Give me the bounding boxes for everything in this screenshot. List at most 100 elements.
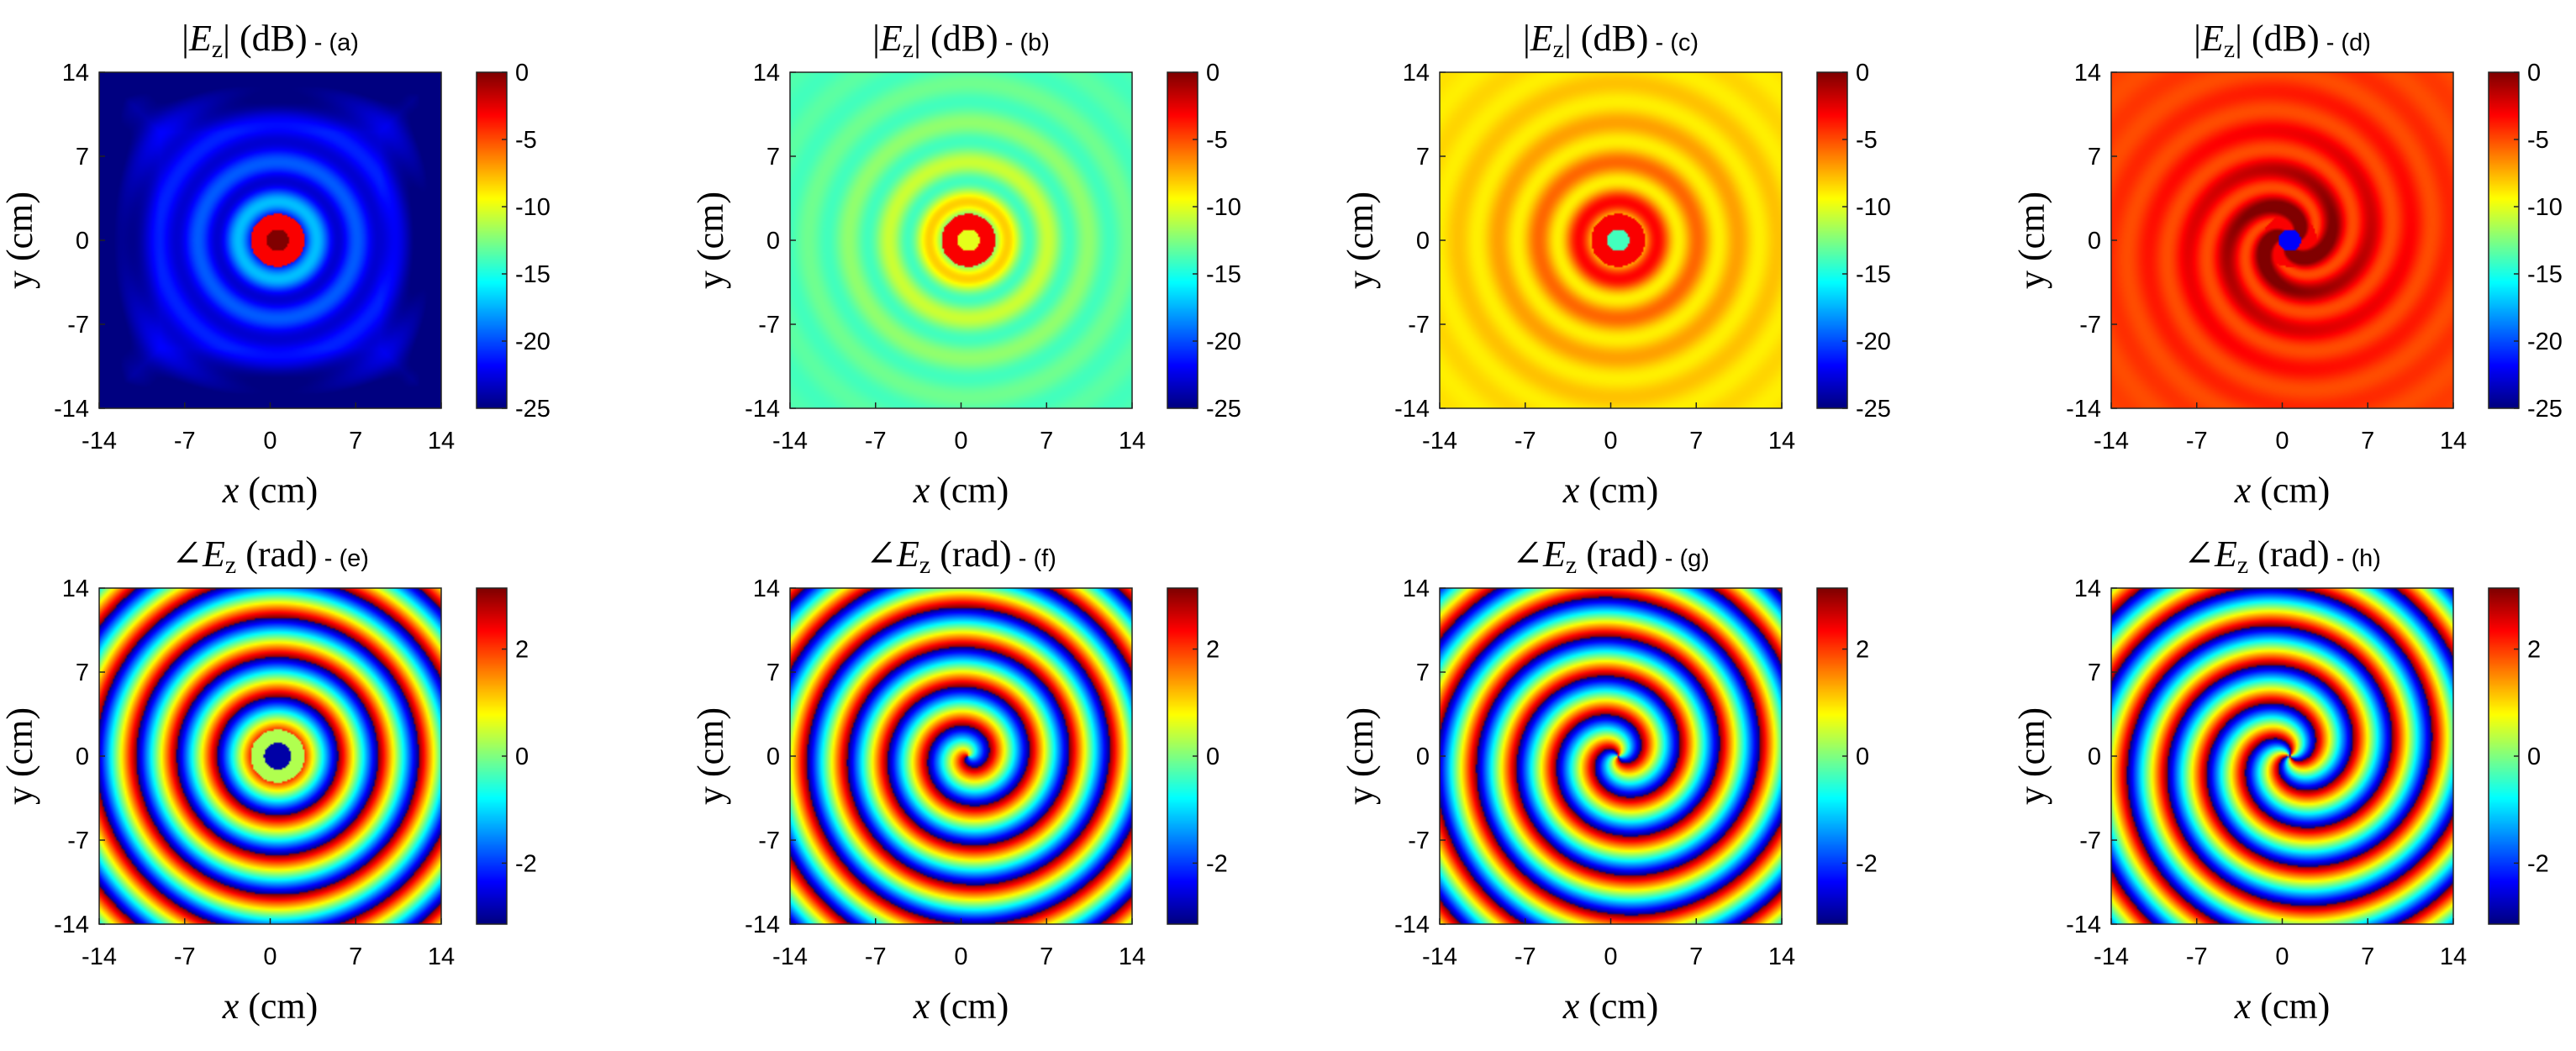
y-axis-label: y (cm): [0, 192, 40, 289]
x-tick-label: 7: [1040, 943, 1053, 970]
x-tick-label: 7: [349, 428, 362, 455]
y-tick-label: -14: [1394, 912, 1430, 938]
x-tick-label: -14: [1422, 943, 1457, 970]
panel-g: -14 -7 0 7 14 14 7 0 -7 -14 x (cm) y (cm) ∠Ez (rad) …: [1340, 533, 1878, 1027]
y-axis-label: y (cm): [690, 707, 731, 805]
y-tick-label: -14: [745, 396, 780, 423]
colorbar-tick-label: -10: [515, 194, 550, 221]
x-tick-label: 14: [1768, 428, 1795, 455]
x-tick-label: 14: [428, 943, 455, 970]
y-tick-label: 7: [1416, 144, 1430, 171]
y-tick-label: 0: [2088, 228, 2101, 255]
x-axis-label: x (cm): [222, 985, 319, 1027]
x-tick-label: 14: [1768, 943, 1795, 970]
colorbar-tick-label: 0: [2527, 744, 2541, 770]
colorbar-tick-label: -25: [1206, 396, 1241, 423]
x-axis-label: x (cm): [2234, 985, 2331, 1027]
heatmap-image: [1440, 588, 1782, 924]
y-tick-label: -14: [54, 396, 89, 423]
panel-title: ∠Ez (rad) - (e): [171, 533, 369, 579]
heatmap-image: [2111, 588, 2453, 924]
colorbar-tick-label: -15: [515, 261, 550, 288]
colorbar-frame: [2488, 71, 2520, 409]
colorbar-tick-label: -20: [2527, 328, 2563, 355]
y-axis-label: y (cm): [1340, 192, 1381, 289]
heatmap-image: [790, 72, 1132, 408]
colorbar-tick-label: -20: [515, 328, 550, 355]
y-tick-label: -14: [1394, 396, 1430, 423]
colorbar-tick-label: 0: [2527, 60, 2541, 87]
x-tick-label: -14: [82, 943, 117, 970]
x-tick-label: 0: [263, 943, 277, 970]
colorbar-tick-label: -2: [515, 850, 537, 877]
heatmap-image: [790, 588, 1132, 924]
colorbar-tick-label: -25: [515, 396, 550, 423]
x-tick-label: 0: [2275, 428, 2289, 455]
y-tick-label: 7: [76, 144, 89, 171]
x-tick-label: 7: [2361, 943, 2374, 970]
colorbar-frame: [1167, 71, 1198, 409]
x-tick-label: 0: [2275, 943, 2289, 970]
colorbar-tick-label: -2: [2527, 850, 2549, 877]
y-tick-label: 7: [76, 660, 89, 686]
x-axis-label: x (cm): [2234, 470, 2331, 511]
heatmap-image: [1440, 72, 1782, 408]
x-axis-label: x (cm): [913, 985, 1009, 1027]
x-tick-label: -7: [1515, 943, 1536, 970]
y-tick-label: 0: [2088, 744, 2101, 770]
y-axis-label: y (cm): [1340, 707, 1381, 805]
colorbar-tick-label: -10: [1856, 194, 1891, 221]
x-tick-label: 7: [2361, 428, 2374, 455]
x-tick-label: 0: [954, 428, 967, 455]
x-tick-label: 14: [1119, 428, 1146, 455]
y-tick-label: 7: [1416, 660, 1430, 686]
x-tick-label: 0: [1604, 428, 1617, 455]
x-tick-label: -14: [2094, 943, 2129, 970]
colorbar-tick-label: 2: [2527, 637, 2541, 664]
colorbar-tick-label: 0: [1206, 60, 1220, 87]
x-tick-label: -14: [772, 943, 808, 970]
colorbar: [1817, 72, 1847, 408]
y-tick-label: 7: [2088, 144, 2101, 171]
colorbar: [1167, 72, 1198, 408]
x-tick-label: 0: [263, 428, 277, 455]
panel-title: |Ez| (dB) - (d): [2194, 18, 2371, 63]
panel-a: -14 -7 0 7 14 14 7 0 -7 -14 x (cm) y (cm) |Ez| (dB) …: [0, 18, 550, 511]
y-tick-label: 14: [1403, 60, 1430, 87]
colorbar-tick-label: 2: [1206, 637, 1220, 664]
x-axis-label: x (cm): [222, 470, 319, 511]
y-tick-label: -7: [758, 828, 780, 854]
panel-title: ∠Ez (rad) - (h): [2184, 533, 2381, 579]
panel-h: -14 -7 0 7 14 14 7 0 -7 -14 x (cm) y (cm) ∠Ez (rad) …: [2011, 533, 2549, 1027]
panel-e: -14 -7 0 7 14 14 7 0 -7 -14 x (cm) y (cm) ∠Ez (rad) …: [0, 533, 537, 1027]
x-tick-label: -7: [865, 943, 887, 970]
x-axis-label: x (cm): [913, 470, 1009, 511]
colorbar-tick-label: -15: [1856, 261, 1891, 288]
y-tick-label: -7: [1408, 312, 1430, 339]
y-tick-label: 14: [62, 575, 89, 602]
y-tick-label: 14: [2074, 575, 2101, 602]
colorbar-tick-label: -20: [1856, 328, 1891, 355]
colorbar-tick-label: 2: [515, 637, 529, 664]
x-tick-label: -14: [1422, 428, 1457, 455]
x-tick-label: -14: [772, 428, 808, 455]
colorbar-tick-label: -25: [2527, 396, 2563, 423]
y-tick-label: -7: [2079, 828, 2101, 854]
colorbar-frame: [1816, 71, 1848, 409]
y-tick-label: 0: [766, 228, 780, 255]
colorbar-tick-label: -25: [1856, 396, 1891, 423]
y-tick-label: -14: [745, 912, 780, 938]
colorbar-tick-label: -15: [1206, 261, 1241, 288]
colorbar-tick-label: -20: [1206, 328, 1241, 355]
colorbar-tick-label: 0: [1856, 60, 1869, 87]
y-tick-label: 0: [766, 744, 780, 770]
x-axis-label: x (cm): [1562, 470, 1659, 511]
x-tick-label: 7: [349, 943, 362, 970]
x-tick-label: -7: [2186, 428, 2208, 455]
panel-d: -14 -7 0 7 14 14 7 0 -7 -14 x (cm) y (cm) |Ez| (dB) …: [2011, 18, 2563, 511]
y-axis-label: y (cm): [2011, 192, 2052, 289]
y-tick-label: -7: [758, 312, 780, 339]
panel-title: ∠Ez (rad) - (g): [1512, 533, 1709, 579]
y-axis-label: y (cm): [690, 192, 731, 289]
y-axis-label: y (cm): [2011, 707, 2052, 805]
